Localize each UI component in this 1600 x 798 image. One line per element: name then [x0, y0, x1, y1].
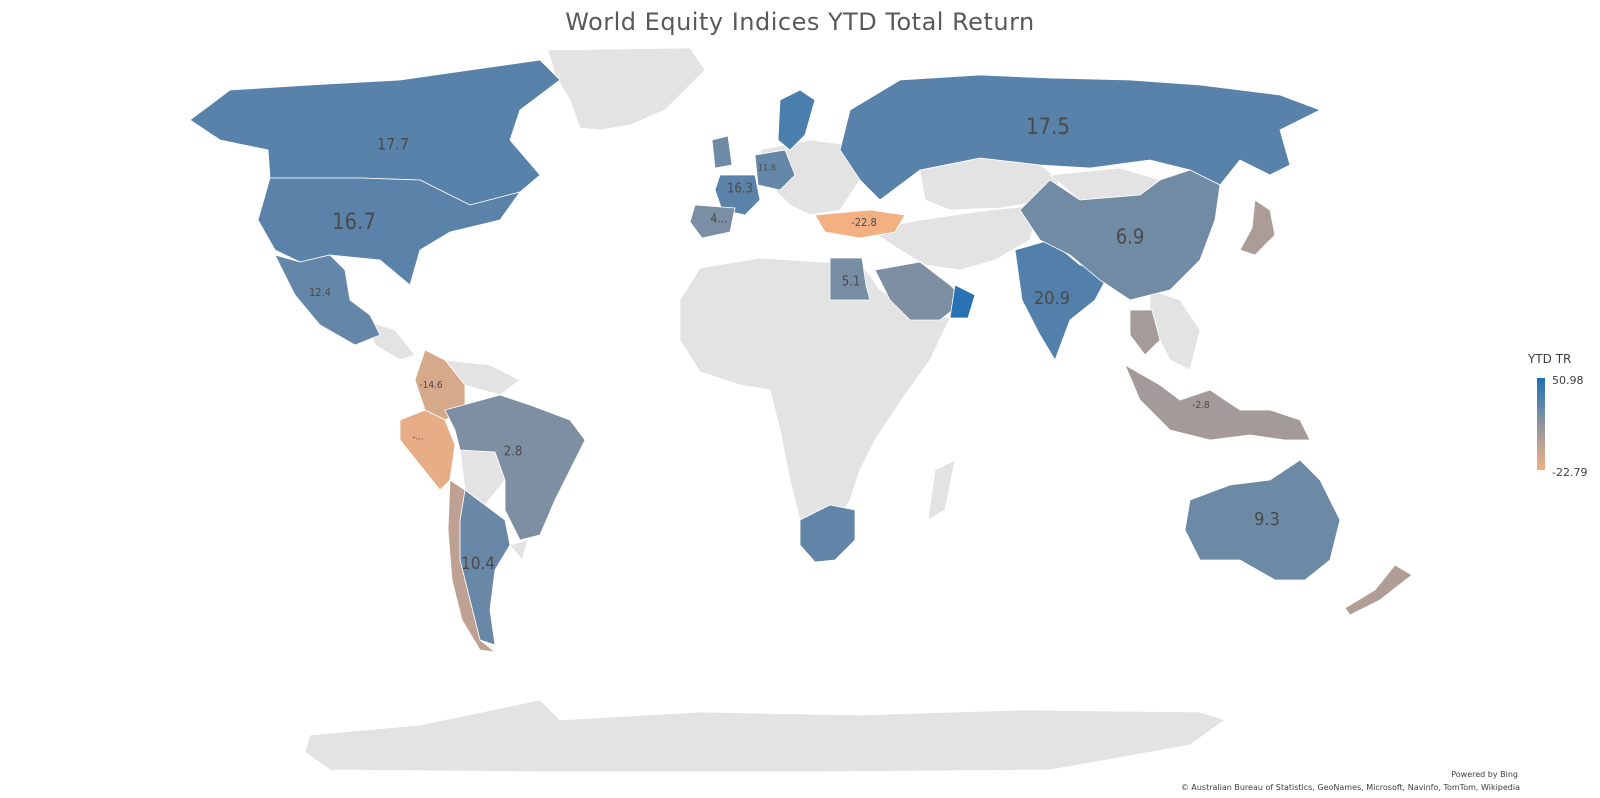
- country-canada[interactable]: [189, 59, 561, 206]
- label-china: 6.9: [1116, 225, 1145, 249]
- label-brazil: 2.8: [504, 445, 523, 460]
- legend-max-value: 50.98: [1552, 374, 1584, 387]
- antarctica-shape: [304, 699, 1226, 773]
- middle-east-shape: [868, 204, 1041, 271]
- label-united-states: 16.7: [332, 210, 376, 235]
- legend: [1524, 350, 1600, 480]
- uruguay-shape: [509, 539, 529, 561]
- map-credits: © Australian Bureau of Statistics, GeoNa…: [1180, 783, 1520, 792]
- label-germany: 11.6: [758, 164, 776, 174]
- country-turkey[interactable]: [814, 209, 906, 239]
- country-france[interactable]: [714, 174, 761, 216]
- country-egypt[interactable]: [829, 257, 871, 301]
- label-mexico: 12.4: [309, 286, 331, 299]
- country-thailand[interactable]: [1129, 309, 1161, 356]
- greenland-shape: [547, 47, 706, 131]
- label-france: 16.3: [727, 182, 753, 197]
- label-peru: -...: [413, 433, 424, 443]
- label-australia: 9.3: [1254, 509, 1280, 530]
- label-russia: 17.5: [1026, 115, 1070, 140]
- madagascar-shape: [927, 459, 956, 521]
- legend-gradient-bar: [1537, 378, 1545, 470]
- country-germany[interactable]: [754, 149, 796, 191]
- label-canada: 17.7: [377, 135, 409, 154]
- country-spain[interactable]: [689, 204, 736, 239]
- country-sweden[interactable]: [777, 89, 816, 151]
- label-egypt: 5.1: [842, 275, 861, 290]
- country-indonesia[interactable]: [1124, 364, 1311, 441]
- country-mexico[interactable]: [274, 254, 381, 346]
- country-united-states[interactable]: [257, 177, 521, 286]
- label-colombia: -14.6: [419, 380, 443, 391]
- label-indonesia: -2.8: [1192, 400, 1210, 411]
- label-argentina: 10.4: [461, 554, 495, 574]
- country-russia[interactable]: [839, 74, 1321, 201]
- data-countries: [189, 59, 1413, 653]
- legend-title: YTD TR: [1528, 352, 1572, 366]
- legend-min-value: -22.79: [1552, 466, 1588, 479]
- country-new-zealand[interactable]: [1344, 564, 1413, 616]
- label-spain: 4...: [710, 212, 727, 226]
- country-brazil[interactable]: [444, 394, 586, 541]
- map-title: World Equity Indices YTD Total Return: [565, 8, 1035, 36]
- country-oman[interactable]: [949, 284, 976, 319]
- label-turkey: -22.8: [851, 216, 877, 229]
- country-labels: 17.7 16.7 12.4 -14.6 -... 2.8 10.4 17.5 …: [309, 115, 1280, 574]
- country-south-africa[interactable]: [799, 504, 856, 563]
- country-china[interactable]: [1019, 169, 1221, 301]
- country-japan[interactable]: [1239, 199, 1276, 256]
- country-peru[interactable]: [399, 409, 456, 491]
- africa-shape: [679, 257, 951, 536]
- label-india: 20.9: [1034, 288, 1070, 309]
- country-australia[interactable]: [1184, 459, 1341, 581]
- powered-by-bing: Powered by Bing: [1451, 770, 1518, 779]
- country-chile[interactable]: [447, 479, 497, 653]
- country-uk[interactable]: [711, 135, 733, 169]
